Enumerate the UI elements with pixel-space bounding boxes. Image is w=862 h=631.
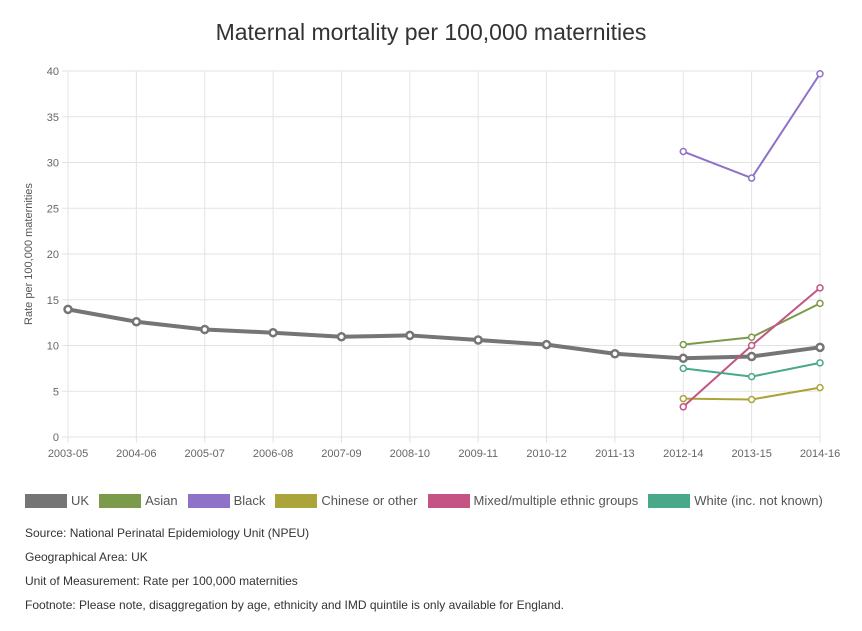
y-tick-label: 5 [53, 386, 59, 398]
series-uk [63, 304, 825, 364]
data-point[interactable] [678, 353, 689, 364]
legend-label: Mixed/multiple ethnic groups [473, 493, 639, 508]
data-point[interactable] [679, 147, 688, 156]
x-tick-label: 2010-12 [526, 448, 566, 460]
data-point[interactable] [747, 333, 756, 342]
legend-swatch [427, 493, 470, 508]
data-point[interactable] [541, 339, 552, 350]
series-white-inc-not-known- [679, 359, 824, 381]
data-point[interactable] [268, 327, 278, 338]
legend-label: Asian [145, 493, 178, 508]
x-tick-label: 2006-08 [253, 448, 293, 460]
x-tick-label: 2003-05 [48, 448, 88, 460]
grid [62, 70, 821, 443]
legend-swatch [275, 493, 318, 508]
data-point[interactable] [747, 341, 756, 350]
data-point[interactable] [816, 284, 824, 292]
data-point[interactable] [747, 174, 756, 182]
data-point[interactable] [610, 348, 620, 359]
legend-item[interactable]: Asian [99, 493, 178, 508]
y-axis-label: Rate per 100,000 maternities [23, 183, 35, 325]
axes: 0 5 10 15 20 25 30 35 40 2003-05 2004-06 2005-07 200… [47, 66, 840, 460]
data-point[interactable] [679, 340, 688, 349]
y-tick-label: 10 [47, 341, 59, 353]
legend-label: White (inc. not known) [694, 493, 823, 508]
geographical-area-note: Geographical Area: UK [25, 550, 148, 564]
data-point[interactable] [816, 69, 824, 78]
legend-label: Black [233, 493, 266, 508]
x-tick-label: 2008-10 [390, 448, 430, 460]
legend-label: UK [71, 493, 90, 508]
chart-title: Maternal mortality per 100,000 materniti… [216, 19, 647, 45]
y-tick-label: 0 [53, 432, 59, 444]
legend-label: Chinese or other [321, 493, 418, 508]
data-point[interactable] [199, 324, 210, 335]
y-tick-label: 15 [47, 295, 59, 307]
x-tick-label: 2013-15 [731, 448, 771, 460]
series-mixed-multiple-ethnic-groups [679, 284, 824, 411]
data-point[interactable] [679, 364, 688, 373]
data-point[interactable] [473, 335, 483, 345]
series-chinese-or-other [679, 383, 824, 404]
source-note: Source: National Perinatal Epidemiology … [25, 526, 310, 540]
legend-item[interactable]: UK [25, 493, 89, 508]
data-point[interactable] [747, 395, 756, 404]
series-line [67, 307, 821, 361]
data-point[interactable] [816, 383, 824, 392]
data-point[interactable] [816, 299, 824, 308]
line-chart: Maternal mortality per 100,000 materniti… [23, 19, 840, 460]
data-point[interactable] [131, 316, 142, 327]
legend: UK Asian Black Chinese or other Mixed/multip… [25, 493, 833, 508]
series [63, 69, 825, 411]
data-point[interactable] [815, 342, 825, 353]
x-tick-label: 2014-16 [800, 448, 840, 460]
data-point[interactable] [746, 351, 757, 362]
y-tick-label: 20 [47, 249, 59, 261]
data-point[interactable] [336, 332, 347, 342]
data-point[interactable] [679, 394, 688, 403]
footnote: Footnote: Please note, disaggregation by… [25, 598, 565, 612]
data-point[interactable] [63, 304, 73, 315]
y-tick-label: 35 [47, 112, 59, 124]
legend-item[interactable]: Black [187, 493, 266, 508]
x-tick-label: 2004-06 [116, 448, 156, 460]
x-tick-label: 2007-09 [321, 448, 361, 460]
unit-note: Unit of Measurement: Rate per 100,000 ma… [25, 574, 298, 588]
legend-swatch [187, 493, 230, 508]
x-tick-label: 2005-07 [185, 448, 225, 460]
data-point[interactable] [679, 403, 688, 411]
series-black [679, 69, 824, 182]
data-point[interactable] [405, 330, 415, 341]
y-tick-label: 30 [47, 158, 59, 170]
y-tick-label: 40 [47, 66, 59, 78]
data-point[interactable] [747, 372, 756, 381]
legend-item[interactable]: Mixed/multiple ethnic groups [427, 493, 639, 508]
x-tick-label: 2011-13 [595, 448, 635, 460]
legend-swatch [99, 493, 142, 508]
legend-swatch [25, 493, 67, 508]
x-tick-label: 2012-14 [663, 448, 703, 460]
x-tick-label: 2009-11 [458, 448, 498, 460]
data-point[interactable] [816, 359, 824, 367]
legend-swatch [648, 493, 691, 508]
legend-item[interactable]: White (inc. not known) [648, 493, 823, 508]
series-asian [679, 299, 824, 349]
y-tick-label: 25 [47, 203, 59, 215]
legend-item[interactable]: Chinese or other [275, 493, 418, 508]
